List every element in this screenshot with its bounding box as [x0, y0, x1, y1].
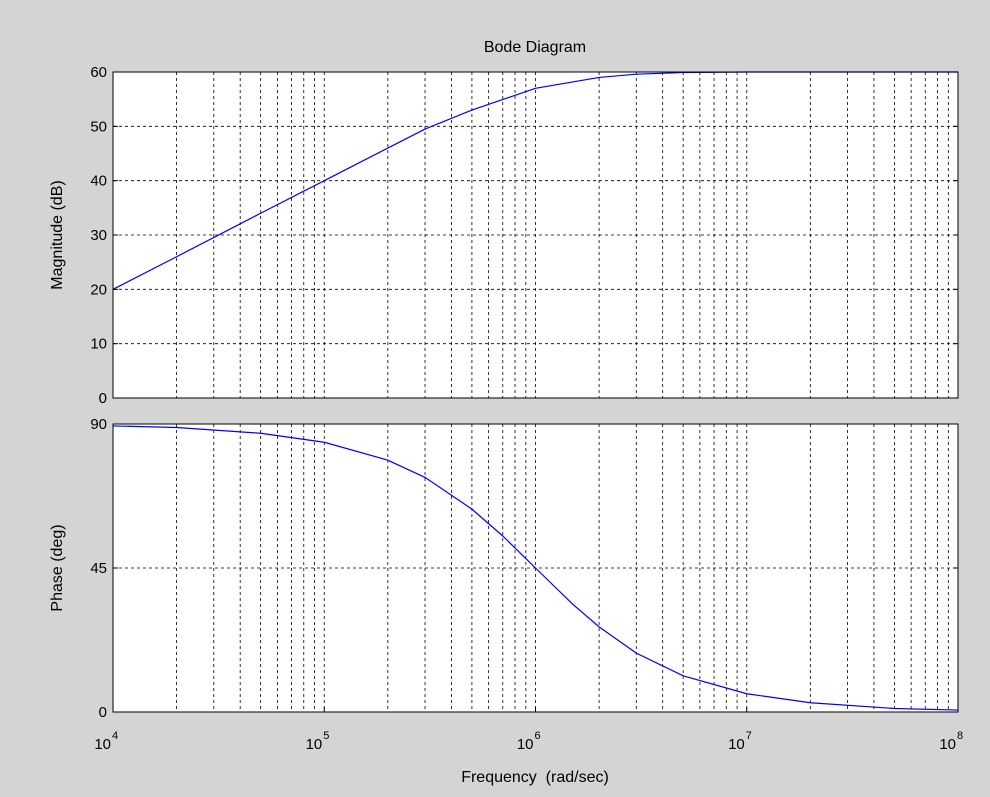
- magnitude-grid: [113, 72, 958, 398]
- magnitude-y-tick-label: 50: [90, 118, 107, 135]
- magnitude-y-tick-label: 20: [90, 281, 107, 298]
- magnitude-y-tick-label: 30: [90, 227, 107, 244]
- x-tick-label-exponent: 7: [746, 730, 752, 742]
- frequency-x-axis-label: Frequency (rad/sec): [461, 769, 609, 786]
- phase-grid: [113, 424, 958, 712]
- x-tick-label-base: 10: [94, 736, 111, 753]
- magnitude-y-tick-labels: 0 10 20 30 40 50 60: [90, 64, 958, 407]
- magnitude-y-tick-label: 60: [90, 64, 107, 81]
- x-tick-label: 10 4: [94, 730, 118, 753]
- x-tick-label: 10 8: [939, 730, 963, 753]
- x-tick-label-exponent: 8: [957, 730, 963, 742]
- phase-y-axis-label: Phase (deg): [49, 524, 66, 611]
- magnitude-y-tick-label: 10: [90, 336, 107, 353]
- phase-y-tick-label: 0: [99, 704, 107, 721]
- x-tick-label-base: 10: [728, 736, 745, 753]
- x-tick-label: 10 6: [517, 730, 541, 753]
- x-tick-label: 10 7: [728, 730, 752, 753]
- magnitude-axes: 0 10 20 30 40 50 60 Bode Diagram Magnitude (dB…: [49, 39, 959, 407]
- phase-y-tick-label: 90: [90, 416, 107, 433]
- chart-title: Bode Diagram: [484, 39, 586, 56]
- frequency-x-tick-labels: 10 4 10 5 10 6 10 7 10 8: [94, 707, 963, 753]
- x-tick-label-base: 10: [939, 736, 956, 753]
- magnitude-y-axis-label: Magnitude (dB): [49, 180, 66, 289]
- x-tick-label: 10 5: [306, 730, 330, 753]
- magnitude-y-tick-label: 40: [90, 173, 107, 190]
- x-tick-label-base: 10: [306, 736, 323, 753]
- magnitude-y-tick-label: 0: [99, 390, 107, 407]
- x-tick-label-base: 10: [517, 736, 534, 753]
- phase-y-tick-label: 45: [90, 560, 107, 577]
- phase-y-tick-labels: 0 45 90: [90, 416, 958, 721]
- x-tick-label-exponent: 5: [323, 730, 329, 742]
- x-tick-label-exponent: 6: [535, 730, 541, 742]
- x-tick-label-exponent: 4: [112, 730, 118, 742]
- phase-series-line: [112, 425, 959, 711]
